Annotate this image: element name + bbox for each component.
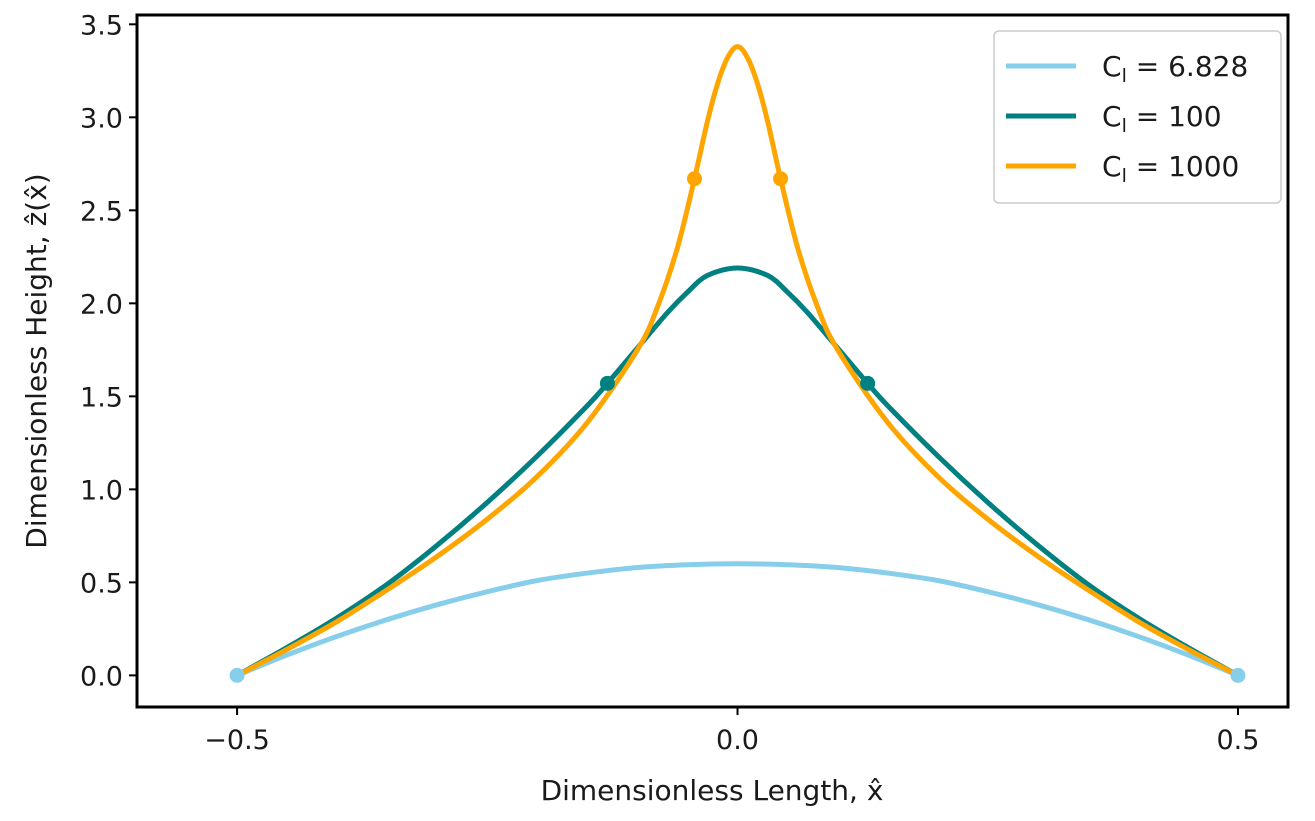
legend-label-subscript: l (1122, 165, 1127, 187)
y-axis-label: Dimensionless Height, ẑ(x̂) (20, 173, 53, 548)
legend-label-2: Cl = 100 (1102, 100, 1222, 137)
legend-label-3: Cl = 1000 (1102, 150, 1239, 187)
x-tick-label: −0.5 (204, 725, 270, 756)
x-tick-label: 0.0 (716, 725, 759, 756)
plot-frame (135, 13, 1290, 709)
series-line-1 (234, 561, 1241, 678)
series-marker-3 (773, 171, 789, 187)
series-marker-2 (860, 375, 876, 391)
legend-box (993, 30, 1282, 204)
series-marker-2 (599, 375, 615, 391)
legend-label-value: = 100 (1127, 100, 1222, 133)
series-layer (229, 44, 1246, 683)
y-tick-label: 0.5 (80, 568, 123, 599)
legend-label-subscript: l (1122, 65, 1127, 87)
x-axis-ticks: −0.5 0.0 0.5 (204, 707, 1259, 756)
y-tick-label: 2.0 (80, 289, 123, 320)
legend-label-value: = 6.828 (1127, 50, 1248, 83)
legend-label-1: Cl = 6.828 (1102, 50, 1248, 87)
y-tick-label: 3.0 (80, 103, 123, 134)
series-marker-3 (686, 171, 702, 187)
legend-label-subscript: l (1122, 115, 1127, 137)
legend-label-main: C (1102, 100, 1122, 133)
y-tick-label: 1.5 (80, 382, 123, 413)
series-line-2 (234, 265, 1241, 678)
legend-label-main: C (1102, 150, 1122, 183)
y-tick-label: 3.5 (80, 10, 123, 41)
y-tick-label: 2.5 (80, 196, 123, 227)
series-marker-1 (1230, 667, 1246, 683)
series-marker-1 (229, 667, 245, 683)
legend-label-value: = 1000 (1127, 150, 1240, 183)
y-tick-label: 0.0 (80, 661, 123, 692)
x-axis-label: Dimensionless Length, x̂ (541, 774, 884, 807)
legend-label-main: C (1102, 50, 1122, 83)
y-axis-ticks: 0.0 0.5 1.0 1.5 2.0 2.5 3.0 3.5 (80, 10, 137, 692)
series-line-3 (234, 44, 1241, 678)
x-tick-label: 0.5 (1216, 725, 1259, 756)
y-tick-label: 1.0 (80, 475, 123, 506)
